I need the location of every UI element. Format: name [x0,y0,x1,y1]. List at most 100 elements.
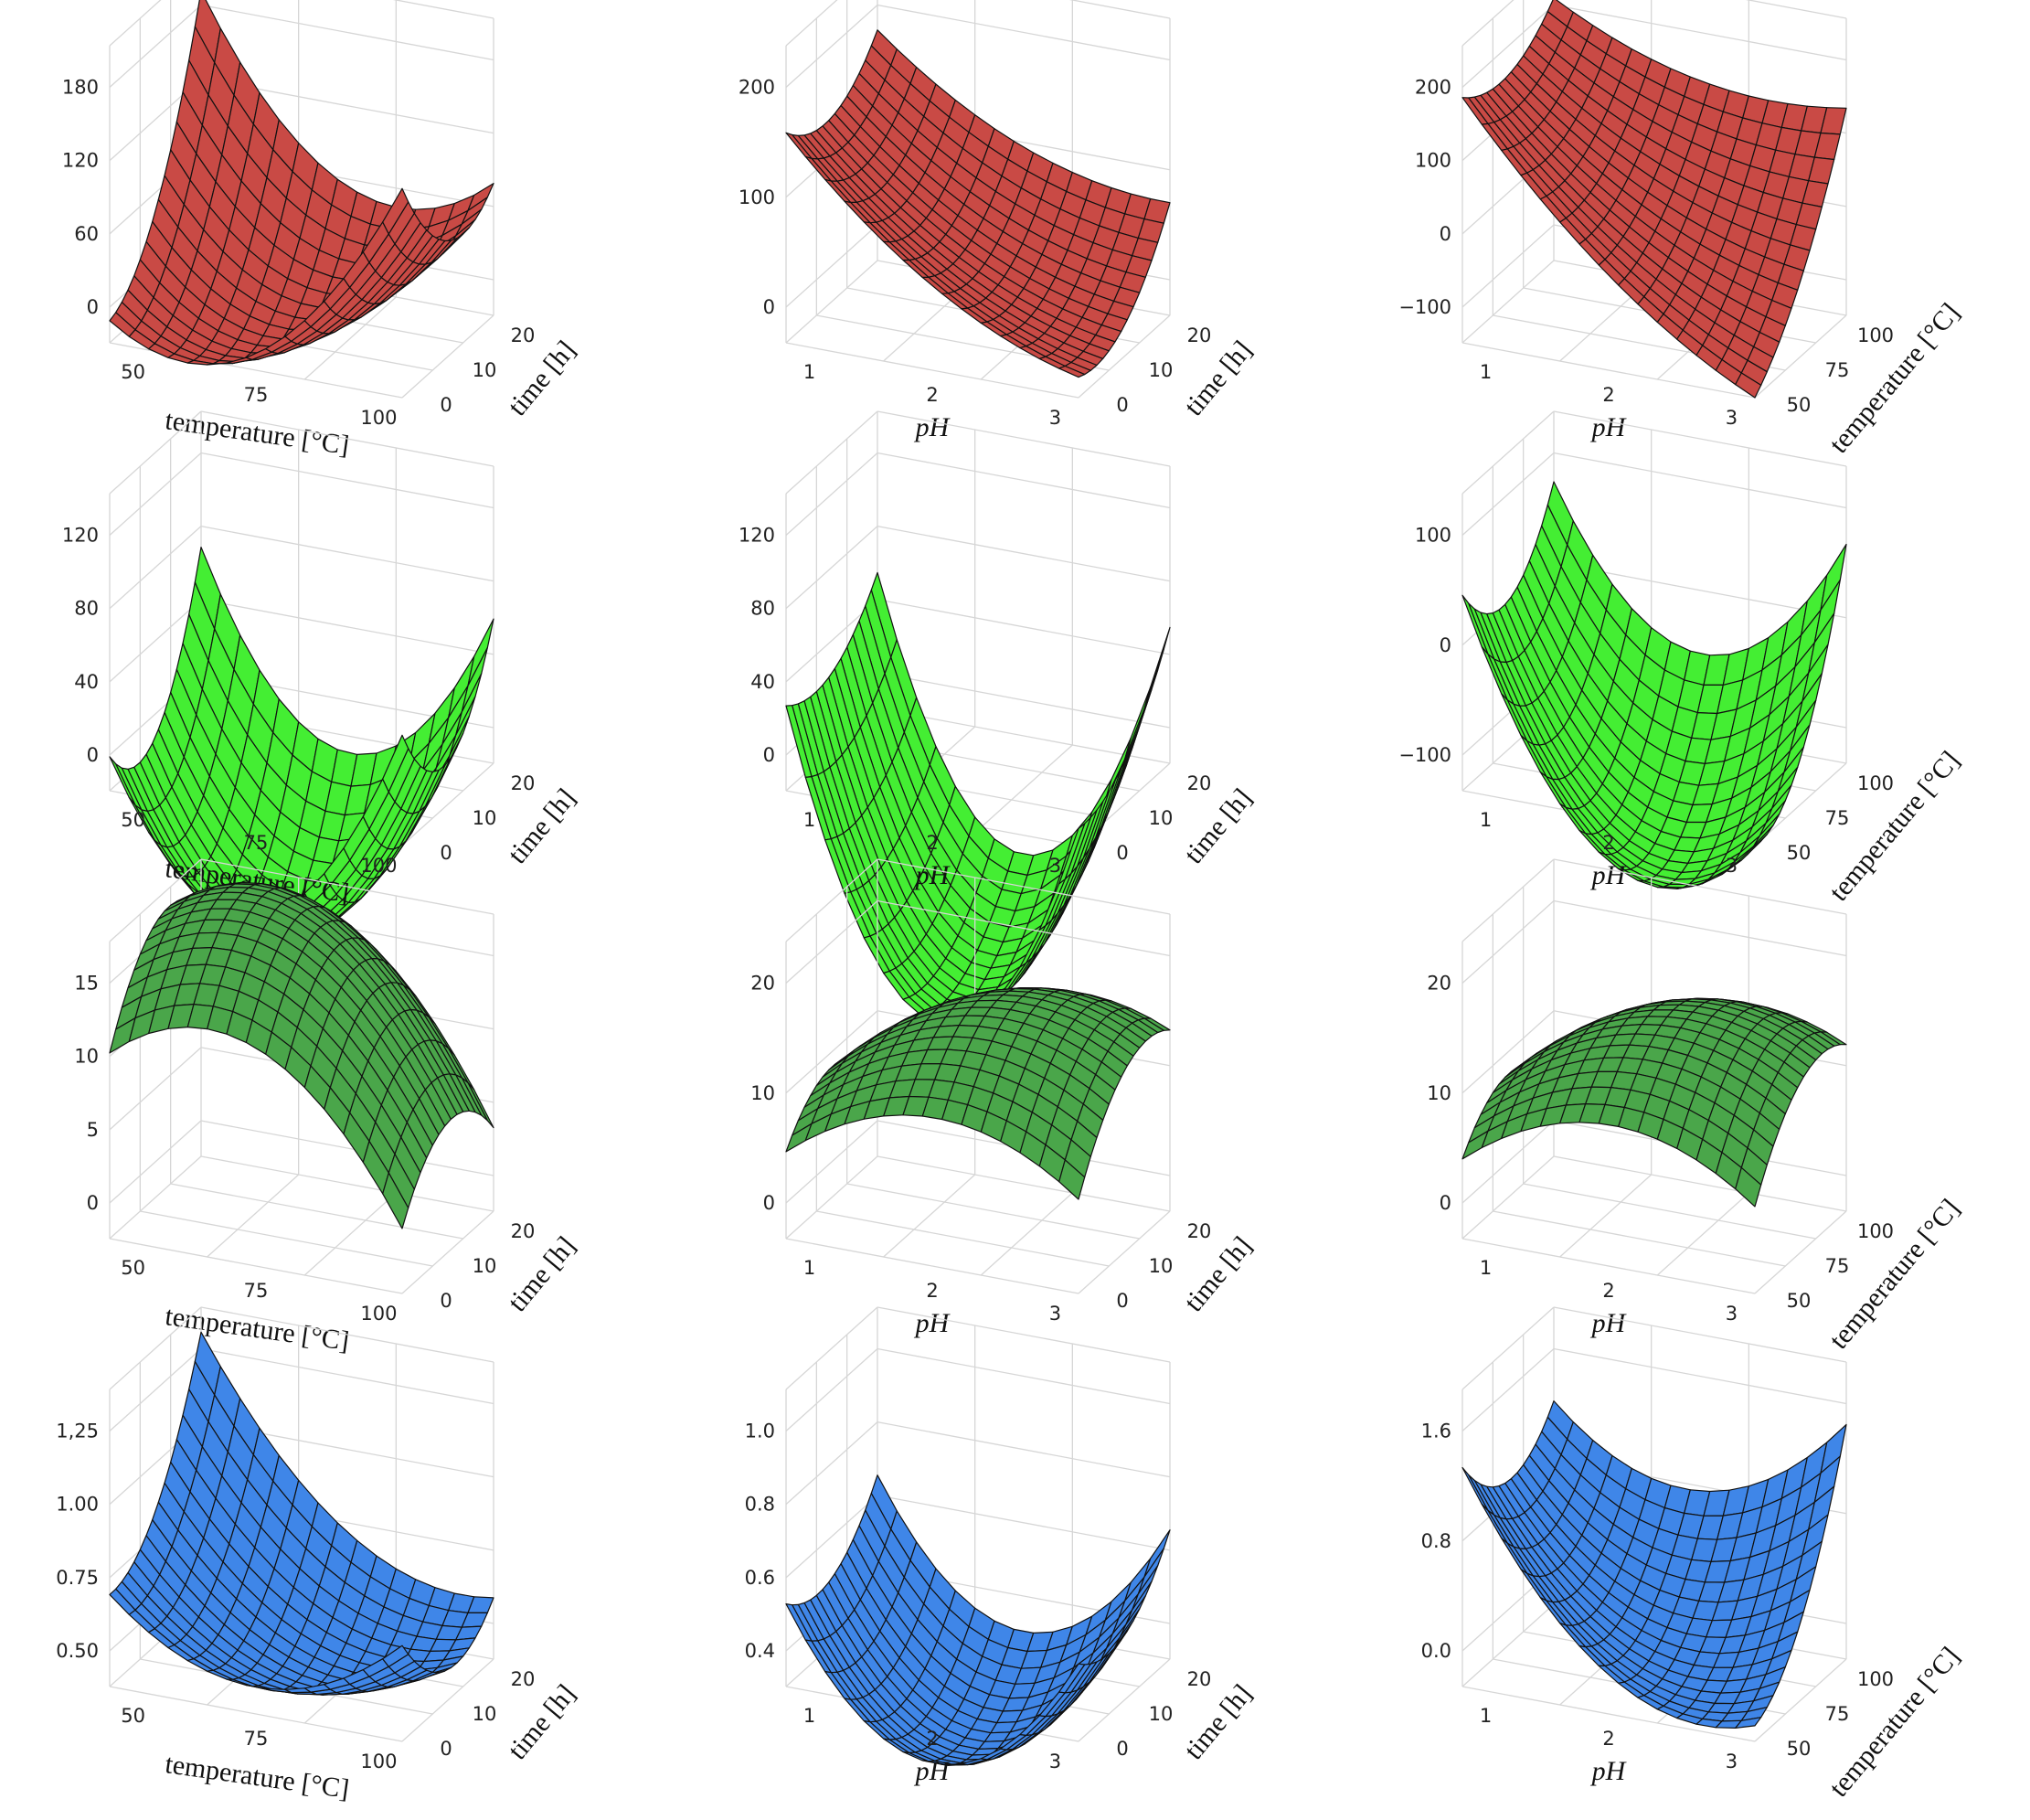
surface-cell [382,187,409,235]
surface-cell [1058,365,1086,378]
grid-line [109,858,202,942]
grid-line [1745,0,1847,19]
grid-line [109,1238,403,1294]
grid-line [109,599,202,683]
surface-cell [382,734,409,793]
grid-line [1078,314,1171,399]
z-tick-label: 80 [750,598,775,620]
z-tick-label: 0.0 [1421,1640,1451,1662]
z-tick-label: 120 [62,150,99,172]
grid-line [109,0,162,47]
z-tick-label: 120 [739,525,775,547]
grid-line [1461,900,1555,984]
z-tick-label: 0 [1440,1192,1451,1214]
y-tick-label: 100 [1857,772,1894,794]
grid-line [200,858,494,915]
grid-line [1754,314,1847,399]
surface-cell [1058,823,1086,885]
grid-line [1493,1210,1786,1267]
grid-line [877,1495,1171,1551]
y-tick-label: 10 [473,807,497,829]
x-tick-label: 2 [1602,384,1614,406]
x-tick-label: 3 [1049,855,1061,877]
grid-line [109,1155,202,1240]
x-tick-label: 3 [1726,1303,1738,1325]
y-tick-label: 50 [1787,842,1812,864]
grid-line [1553,1306,1847,1363]
grid-line [1461,1010,1555,1094]
grid-line [1656,1192,1749,1276]
z-tick-label: 80 [74,598,99,620]
grid-line [785,410,878,495]
grid-line [877,672,1171,729]
z-tick-label: 10 [750,1082,775,1104]
grid-line [1754,1210,1847,1294]
grid-line [785,858,878,942]
grid-line [785,1421,878,1506]
z-tick-label: 1.0 [745,1421,775,1442]
x-tick-label: 100 [360,407,397,429]
x-tick-label: 50 [121,1705,145,1727]
x-tick-label: 1 [1480,1705,1492,1727]
surface-mesh [785,986,1171,1200]
surface-cell [1735,1717,1762,1729]
grid-line [200,1306,494,1363]
grid-line [1461,260,1555,344]
z-tick-label: 0 [1440,223,1451,245]
y-axis-label: time [h] [1178,1231,1258,1318]
y-tick-label: 75 [1825,807,1850,829]
grid-line [785,900,878,984]
x-axis-label: pH [1590,1308,1628,1338]
x-axis-label: pH [1590,860,1628,890]
grid-line [401,1210,494,1294]
x-tick-label: 2 [926,384,938,406]
grid-line [1461,1120,1555,1204]
z-tick-label: 0 [87,296,99,318]
z-tick-label: 15 [74,973,99,995]
grid-line [877,410,1171,467]
z-tick-label: 0 [763,1192,775,1214]
y-tick-label: 0 [440,1290,452,1312]
z-tick-label: 0 [87,744,99,766]
y-tick-label: 100 [1857,1220,1894,1242]
y-tick-label: 0 [1116,394,1128,416]
y-tick-label: 20 [1187,1668,1212,1690]
z-tick-label: 20 [750,973,775,995]
z-tick-label: 0 [1440,634,1451,656]
z-tick-label: 0.8 [745,1494,775,1516]
surface-mesh [1461,1400,1847,1729]
y-axis-label: time [h] [502,1231,581,1318]
grid-line [1461,1603,1555,1687]
z-tick-label: 10 [74,1046,99,1068]
grid-line [200,4,494,61]
z-tick-label: −100 [1398,744,1451,766]
grid-line [109,1348,202,1432]
y-tick-label: 0 [440,394,452,416]
grid-line [303,1192,397,1276]
grid-line [785,1155,878,1240]
x-tick-label: 1 [1480,1257,1492,1279]
surface-plot-panel: 0 100 200 1 2 3 0 10 20 pH time [h] [695,0,1371,457]
y-tick-label: 75 [1825,1255,1850,1277]
z-tick-label: 100 [739,186,775,208]
x-tick-label: 2 [926,1280,938,1302]
grid-line [1461,0,1515,47]
z-tick-label: 200 [1415,77,1451,99]
surface-cell [1143,1529,1171,1578]
grid-line [980,744,1073,828]
x-tick-label: 1 [803,1705,815,1727]
grid-line [1559,1174,1653,1258]
z-tick-label: 40 [74,671,99,693]
x-tick-label: 100 [360,1303,397,1325]
y-tick-label: 0 [1116,1738,1128,1760]
x-tick-label: 1 [1480,809,1492,831]
surface-cell [382,1172,409,1229]
grid-line [1461,342,1756,399]
x-tick-label: 3 [1049,1303,1061,1325]
z-tick-label: 0 [87,1192,99,1214]
grid-line [877,599,1171,655]
